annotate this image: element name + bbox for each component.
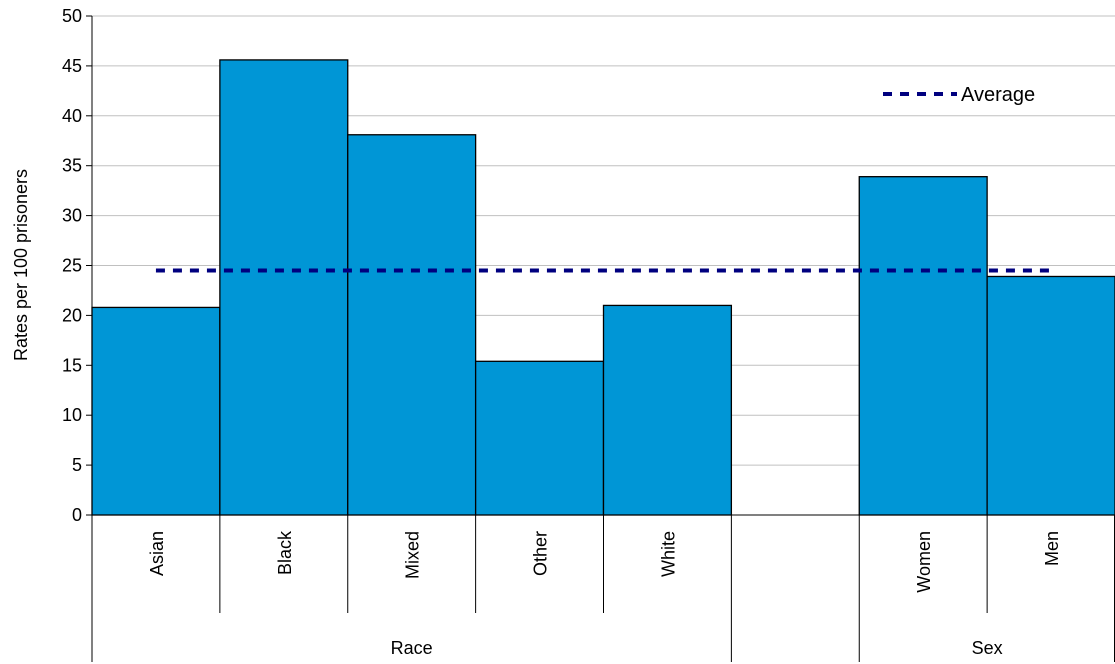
y-tick-label: 15 [62, 355, 82, 375]
bar-asian [91, 306, 221, 516]
legend-average-label: Average [961, 84, 1035, 106]
x-tick-label-asian: Asian [147, 531, 167, 576]
y-tick-label: 40 [62, 106, 82, 126]
y-tick-label: 20 [62, 305, 82, 325]
y-axis-title: Rates per 100 prisoners [11, 169, 31, 361]
x-tick-label-mixed: Mixed [403, 531, 423, 579]
x-tick-label-men: Men [1042, 531, 1062, 566]
bar-mixed [347, 134, 477, 516]
legend: Average [883, 84, 1035, 106]
bars [91, 59, 1115, 516]
axes [86, 15, 1115, 662]
bar-white [602, 304, 733, 516]
group-label-sex: Sex [972, 638, 1003, 658]
bar-other [474, 360, 605, 516]
y-tick-label: 35 [62, 156, 82, 176]
x-tick-label-other: Other [531, 531, 551, 576]
x-tick-label-black: Black [275, 530, 295, 575]
y-tick-label: 0 [72, 505, 82, 525]
bar-women [858, 176, 988, 516]
y-tick-label: 10 [62, 405, 82, 425]
bar-men [986, 275, 1115, 516]
y-tick-label: 25 [62, 256, 82, 276]
y-tick-label: 50 [62, 6, 82, 26]
y-tick-label: 45 [62, 56, 82, 76]
group-label-race: Race [391, 638, 433, 658]
bar-black [219, 59, 349, 516]
x-tick-label-women: Women [914, 531, 934, 593]
labels: 0 5 10 15 20 25 30 35 40 45 50 Asian Black Mixed Other… [62, 6, 1062, 658]
x-tick-label-white: White [658, 531, 678, 577]
y-tick-label: 5 [72, 455, 82, 475]
y-tick-label: 30 [62, 206, 82, 226]
